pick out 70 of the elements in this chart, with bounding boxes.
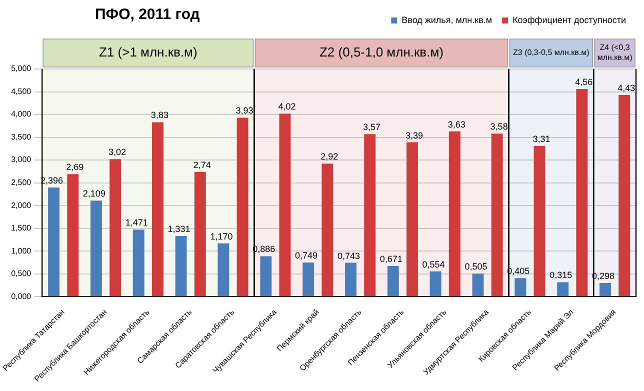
bar: [344, 262, 356, 296]
data-label: 4,56: [575, 77, 593, 88]
bar: [534, 146, 546, 296]
bar: [491, 134, 503, 296]
data-label: 3,31: [532, 134, 550, 144]
data-label: 3,39: [405, 130, 423, 140]
bar: [218, 243, 230, 296]
legend-label: Коэффициент доступности: [512, 14, 626, 25]
y-tick-label: 3,500: [11, 132, 32, 142]
bar: [175, 236, 187, 296]
data-label: 0,743: [337, 250, 360, 261]
data-label: 3,02: [108, 147, 126, 158]
bar: [67, 174, 79, 296]
bar: [132, 230, 144, 296]
y-tick-label: 1,000: [11, 246, 32, 256]
band-label: Z3 (0,3-0,5 млн.кв.м): [513, 48, 590, 58]
data-label: 2,92: [320, 152, 338, 162]
bar: [618, 94, 630, 296]
y-tick-label: 2,500: [11, 178, 32, 187]
bar: [260, 256, 272, 296]
data-label: 4,43: [618, 82, 636, 93]
bar: [90, 200, 102, 296]
y-tick-label: 5,000: [11, 64, 32, 74]
data-label: 1,170: [210, 231, 233, 242]
data-label: 3,83: [150, 110, 168, 120]
data-label: 0,749: [295, 250, 318, 260]
data-label: 0,315: [550, 270, 572, 280]
data-label: 2,69: [66, 162, 84, 172]
bar: [194, 172, 206, 296]
bar: [302, 262, 314, 296]
y-tick-label: 4,000: [11, 110, 32, 119]
chart-title: ПФО, 2011 год: [95, 6, 200, 23]
y-tick-label: 3,000: [11, 155, 32, 164]
bar: [322, 164, 334, 296]
bar: [110, 159, 122, 296]
y-tick-label: 4,500: [11, 86, 32, 96]
bar: [364, 134, 376, 296]
bar: [387, 266, 399, 296]
data-label: 2,74: [193, 160, 211, 170]
y-tick-label: 1,500: [11, 224, 32, 233]
data-label: 0,554: [422, 259, 445, 270]
data-label: 2,109: [82, 188, 106, 199]
bar: [236, 118, 248, 296]
bar: [406, 142, 418, 296]
data-label: 1,331: [168, 224, 190, 234]
y-tick-label: 2,000: [11, 200, 32, 210]
bar: [600, 283, 611, 296]
bar: [279, 114, 291, 296]
bar: [48, 188, 60, 296]
band-label: Z4 (<0,3 млн.кв.м): [597, 43, 633, 62]
bar: [576, 89, 588, 296]
data-label: 0,671: [380, 254, 402, 264]
y-tick-label: 0,500: [11, 269, 32, 278]
bar: [514, 278, 526, 296]
data-label: 3,58: [490, 122, 508, 132]
bar: [557, 282, 569, 296]
data-label: 1,471: [125, 218, 148, 228]
legend-label: Ввод жилья, млн.кв.м: [402, 14, 492, 25]
data-label: 4,02: [278, 102, 296, 112]
data-label: 3,63: [448, 119, 466, 130]
band-label: Z2 (0,5-1,0 млн.кв.м): [319, 44, 444, 60]
y-tick-label: 0,000: [11, 292, 32, 301]
data-label: 0,505: [464, 262, 488, 272]
bar: [448, 131, 460, 296]
bar: [472, 274, 484, 296]
band-label: Z1 (>1 млн.кв.м): [98, 44, 198, 60]
data-label: 3,57: [363, 122, 381, 132]
bar: [430, 271, 442, 296]
bar: [152, 122, 164, 296]
data-label: 3,93: [236, 106, 254, 116]
